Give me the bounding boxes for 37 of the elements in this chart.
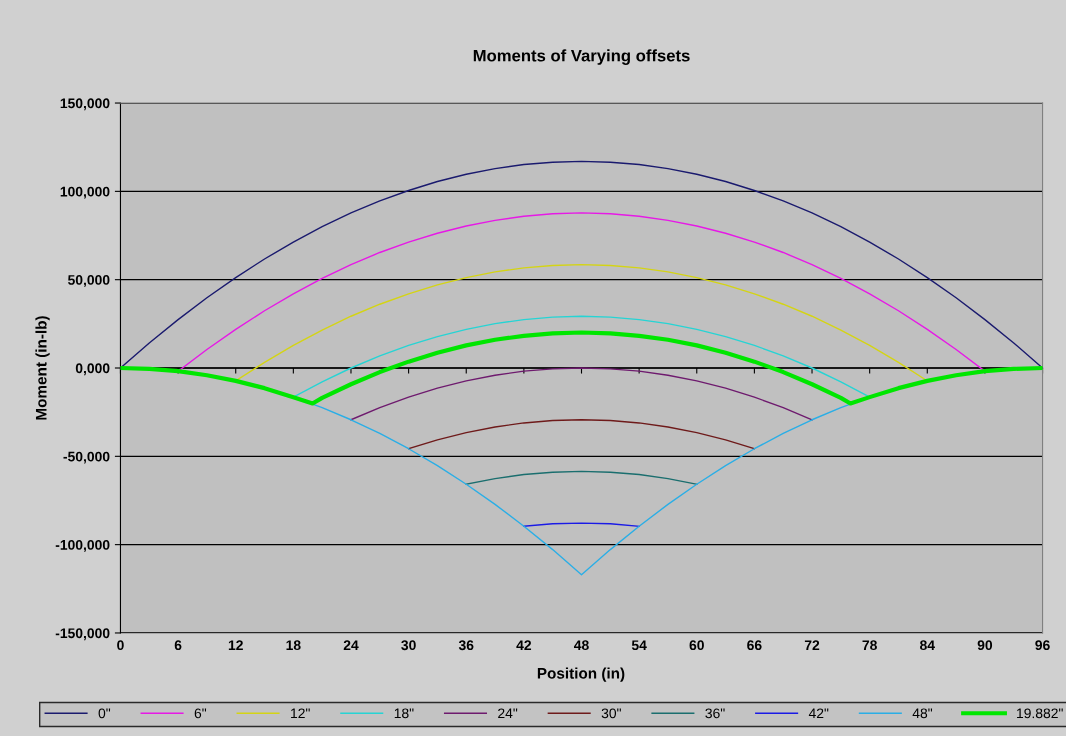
legend-label: 12": [291, 708, 310, 719]
legend-label: 0": [98, 708, 111, 719]
legend-label: 42": [808, 708, 829, 719]
y-tick-label: -100,000: [55, 539, 110, 552]
legend-label: 19.882": [1017, 708, 1063, 719]
x-tick-label: 12: [228, 640, 243, 650]
chart-title: Moments of Varying offsets: [473, 49, 690, 65]
legend-label: 18": [394, 708, 414, 719]
x-tick-label: 54: [631, 640, 647, 651]
x-tick-label: 96: [1035, 640, 1050, 651]
x-tick-label: 6: [174, 640, 182, 651]
y-tick-label: 100,000: [60, 186, 110, 199]
legend-label: 24": [498, 708, 518, 719]
x-tick-label: 72: [804, 640, 820, 650]
x-tick-label: 60: [689, 640, 704, 651]
x-tick-label: 84: [920, 640, 935, 651]
x-tick-label: 0: [117, 640, 124, 651]
x-tick-label: 36: [458, 640, 474, 651]
legend-label: 48": [912, 708, 933, 719]
legend-label: 36": [705, 708, 725, 719]
x-tick-label: 66: [747, 640, 762, 651]
x-tick-label: 42: [516, 640, 532, 650]
y-tick-label: 0,000: [75, 363, 110, 376]
x-tick-label: 24: [343, 640, 359, 650]
y-tick-label: -150,000: [55, 628, 110, 641]
y-tick-label: 150,000: [60, 98, 110, 111]
legend-label: 6": [194, 708, 207, 719]
y-axis-title: Moment (in-lb): [35, 316, 50, 420]
x-tick-label: 90: [977, 640, 993, 651]
y-tick-label: 50,000: [67, 275, 110, 287]
legend-label: 30": [601, 708, 621, 719]
x-tick-label: 18: [286, 640, 301, 651]
x-axis-title: Position (in): [537, 667, 625, 682]
y-tick-label: -50,000: [63, 451, 110, 464]
x-tick-label: 78: [862, 640, 877, 651]
x-tick-label: 48: [573, 640, 589, 651]
x-tick-label: 30: [401, 640, 416, 651]
